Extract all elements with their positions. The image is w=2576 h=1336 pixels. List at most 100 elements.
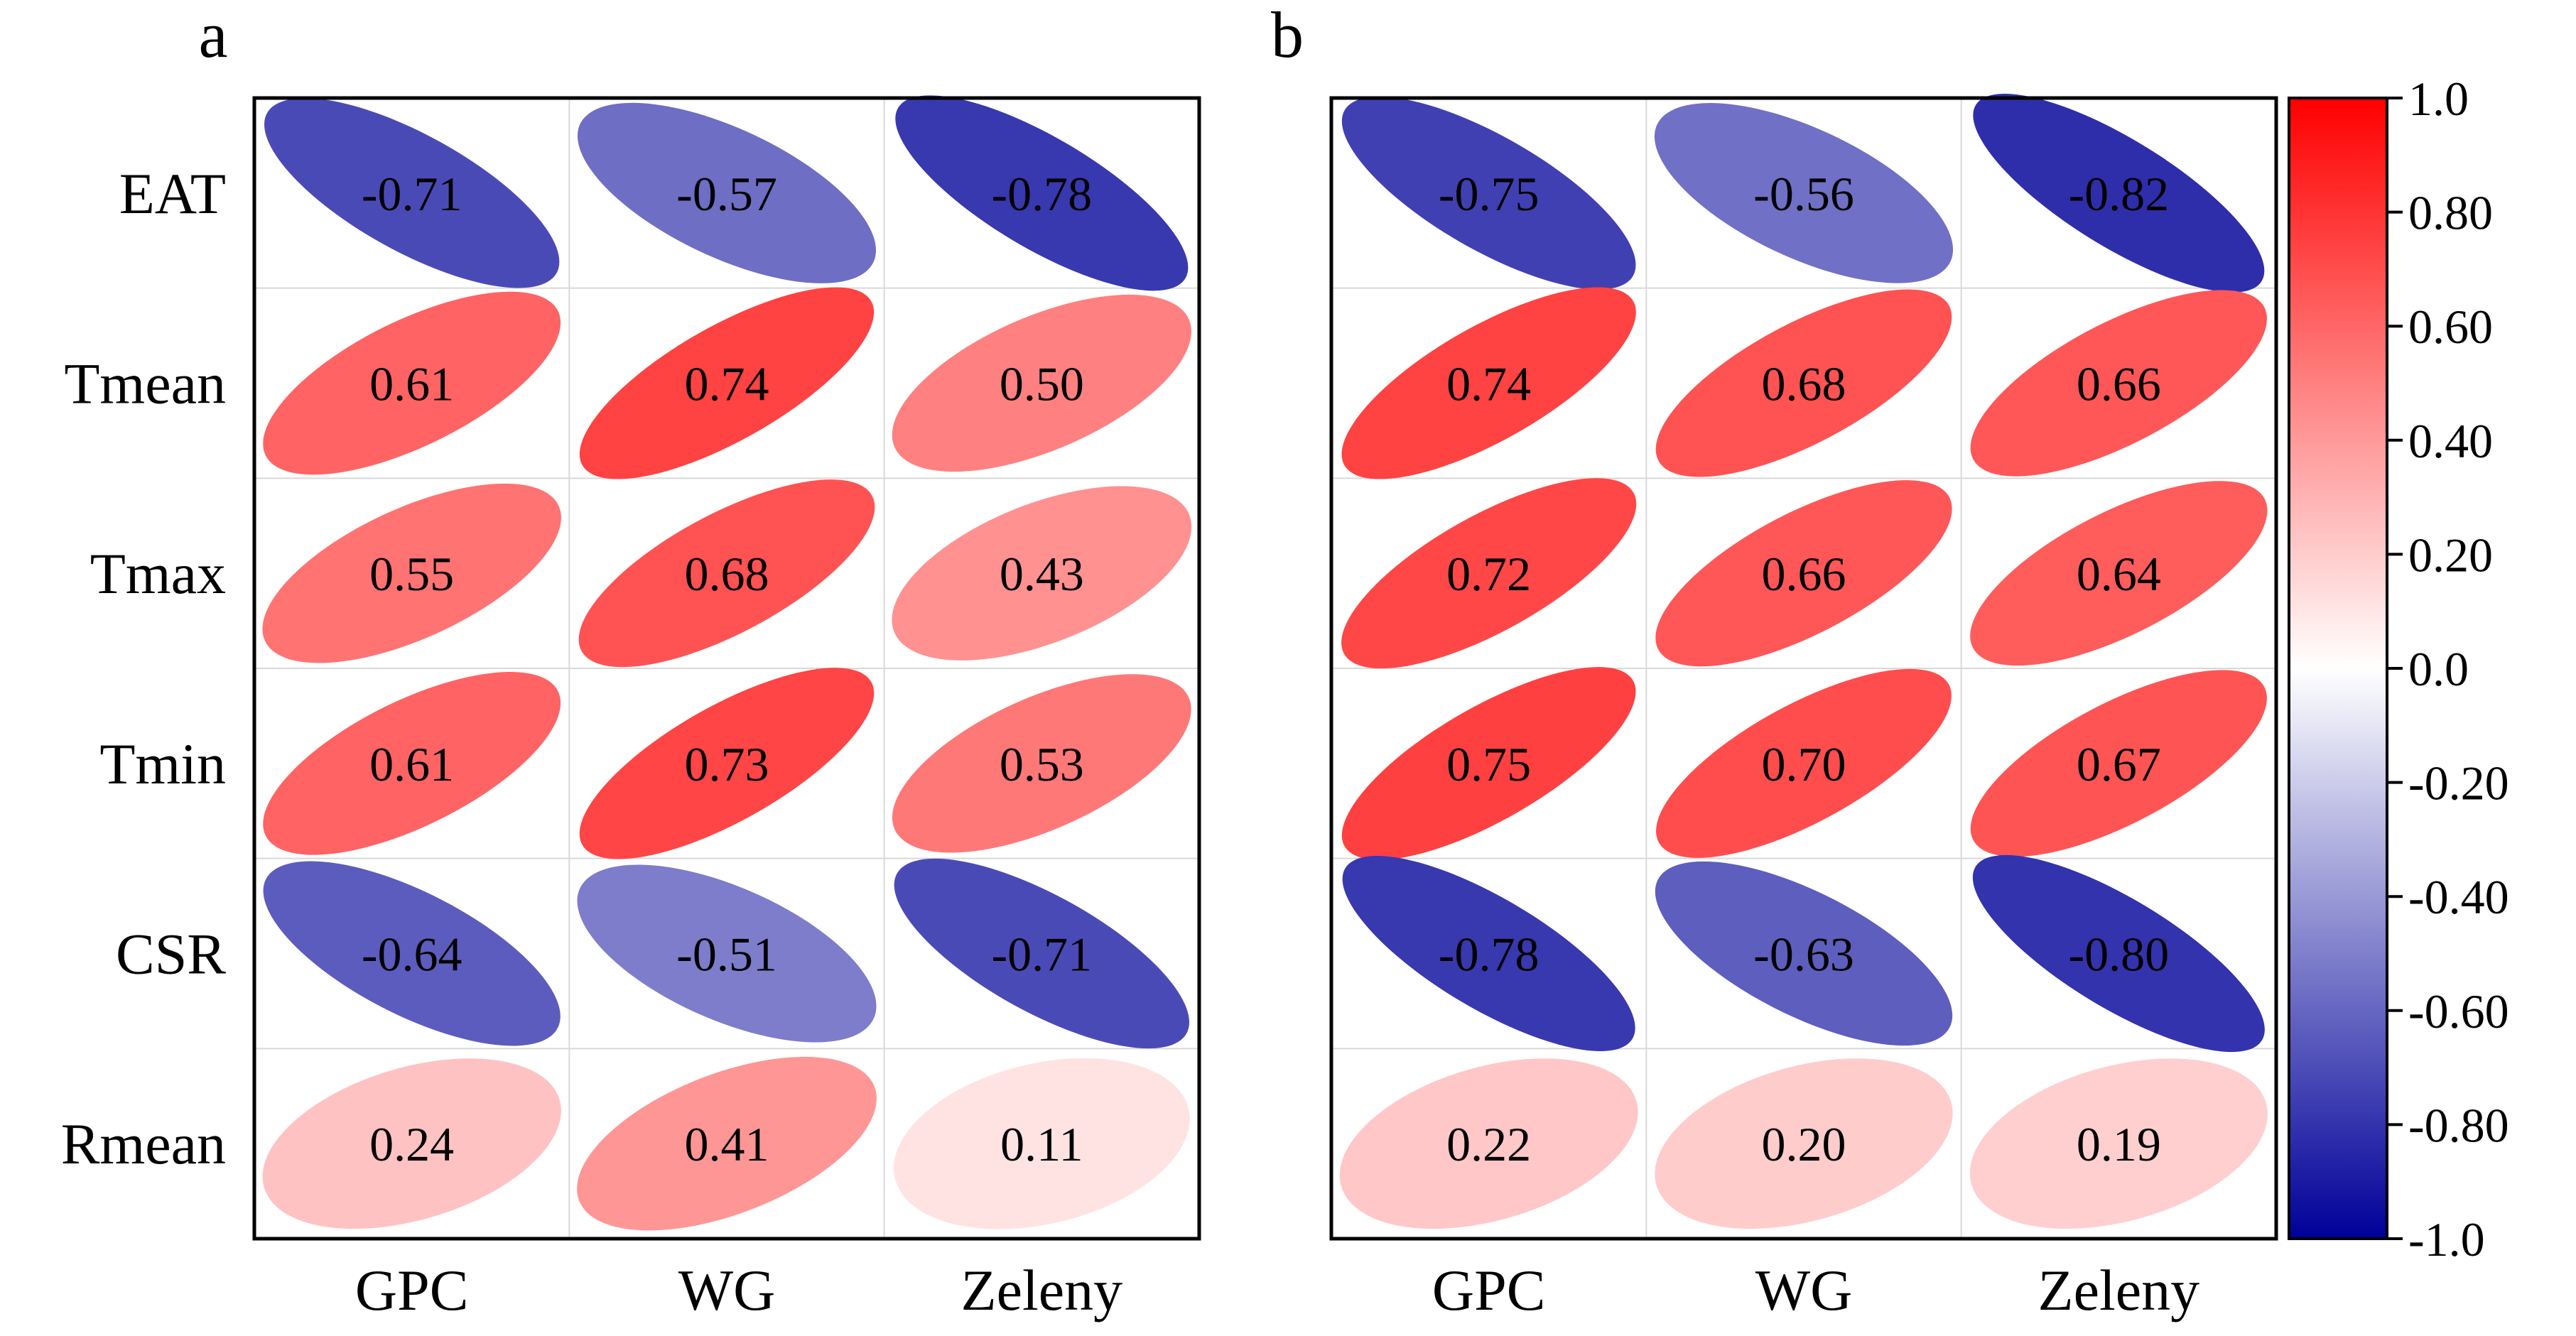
correlation-value-label: 0.55	[369, 547, 454, 601]
colorbar-tick-label: -0.20	[2408, 756, 2509, 810]
correlation-ellipse	[577, 864, 877, 1043]
correlation-ellipse	[1656, 668, 1952, 858]
correlation-ellipse	[262, 483, 561, 663]
correlation-ellipse	[578, 479, 875, 668]
correlation-ellipse	[262, 1058, 561, 1229]
correlation-value-label: 0.66	[2077, 357, 2161, 411]
correlation-value-label: -0.71	[992, 928, 1093, 982]
correlation-ellipse	[894, 858, 1190, 1049]
correlation-ellipse	[579, 668, 875, 859]
colorbar-tick-label: 0.0	[2408, 642, 2469, 696]
colorbar-tick-label: -1.0	[2408, 1212, 2485, 1266]
correlation-ellipse	[1973, 94, 2265, 293]
correlation-ellipse	[1341, 287, 1636, 479]
correlation-ellipse	[892, 674, 1191, 853]
correlation-ellipse	[1970, 290, 2267, 477]
column-label: GPC	[355, 1258, 469, 1323]
correlation-ellipse	[1655, 1058, 1953, 1229]
correlation-value-label: 0.19	[2077, 1117, 2161, 1171]
correlation-value-label: 0.22	[1446, 1117, 1531, 1171]
correlation-value-label: 0.64	[2077, 547, 2161, 601]
row-label: EAT	[119, 161, 226, 226]
correlation-ellipse	[263, 672, 561, 855]
column-label: WG	[678, 1258, 776, 1323]
correlation-ellipse	[1655, 480, 1952, 667]
correlation-ellipse	[894, 1058, 1190, 1229]
correlation-ellipse	[577, 102, 877, 283]
colorbar-tick-label: -0.60	[2408, 984, 2509, 1038]
correlation-ellipse	[577, 1056, 877, 1231]
correlation-value-label: 0.74	[1446, 357, 1531, 411]
correlation-ellipse	[892, 486, 1192, 661]
panel-b-column-labels: GPC WG Zeleny	[1432, 1258, 2199, 1323]
correlation-value-label: 0.66	[1762, 547, 1846, 601]
panel-b-cells: -0.75 -0.56 -0.82 0.74 0.68 0.66 0.72 0.66 0.64 0…	[1329, 94, 2278, 1241]
row-label: Rmean	[61, 1112, 226, 1176]
colorbar-tick-label: 0.40	[2408, 414, 2493, 468]
correlation-value-label: 0.72	[1446, 547, 1531, 601]
correlation-value-label: 0.11	[1000, 1117, 1083, 1171]
correlation-ellipse	[264, 98, 560, 288]
panel-a-cells: -0.71 -0.57 -0.78 0.61 0.74 0.50 0.55 0.68 0.43 0…	[252, 95, 1201, 1241]
correlation-value-label: 0.41	[685, 1117, 769, 1171]
correlation-ellipse	[1970, 481, 2268, 666]
correlation-ellipse	[263, 861, 561, 1046]
correlation-ellipse	[263, 291, 561, 475]
correlation-value-label: -0.82	[2069, 167, 2170, 221]
colorbar-tick-label: -0.40	[2408, 870, 2509, 924]
colorbar-tick-label: 0.80	[2408, 186, 2493, 240]
correlation-value-label: 0.67	[2077, 737, 2161, 791]
row-label: Tmean	[64, 352, 226, 416]
panel-a-column-labels: GPC WG Zeleny	[355, 1258, 1122, 1323]
panel-b: b -0.75 -0.56 -0.82 0.74 0.68 0.66 0.72 0.66 0.6…	[1271, 0, 2278, 1323]
colorbar-tick-label: 0.20	[2408, 528, 2493, 582]
correlation-ellipse	[1341, 97, 1636, 290]
colorbar-tick-label: 0.60	[2408, 300, 2493, 354]
correlation-value-label: -0.78	[1439, 928, 1539, 982]
correlation-value-label: 0.68	[685, 547, 769, 601]
correlation-value-label: -0.75	[1439, 167, 1539, 221]
correlation-ellipse	[1655, 861, 1953, 1046]
correlation-value-label: 0.70	[1762, 737, 1846, 791]
panel-b-label: b	[1271, 0, 1304, 71]
correlation-value-label: -0.57	[676, 167, 777, 221]
correlation-value-label: -0.71	[362, 167, 462, 221]
correlation-ellipse	[892, 294, 1191, 472]
correlation-value-label: 0.61	[369, 737, 454, 791]
correlation-value-label: -0.64	[362, 928, 462, 982]
row-label: CSR	[116, 922, 226, 987]
correlation-value-label: 0.61	[369, 357, 454, 411]
correlation-ellipse	[895, 95, 1189, 291]
correlation-ellipse	[1341, 478, 1637, 669]
column-label: WG	[1755, 1258, 1853, 1323]
correlation-value-label: 0.75	[1446, 737, 1531, 791]
panel-a-row-labels: EAT Tmean Tmax Tmin CSR Rmean	[61, 161, 227, 1176]
correlation-ellipse	[1654, 103, 1954, 283]
correlation-value-label: -0.56	[1753, 167, 1854, 221]
correlation-value-label: -0.80	[2069, 928, 2170, 982]
panel-border	[1329, 96, 2278, 1241]
correlation-ellipse	[1342, 856, 1635, 1051]
correlation-value-label: 0.50	[1000, 357, 1084, 411]
correlation-ellipse	[1970, 670, 2267, 857]
row-label: Tmax	[90, 541, 226, 606]
correlation-value-label: 0.74	[685, 357, 769, 411]
correlation-value-label: -0.63	[1753, 928, 1854, 982]
panel-border	[252, 96, 1201, 1241]
colorbar-ticks: 1.0 0.80 0.60 0.40 0.20 0.0 -0.20 -0.40 -0.60 -0.…	[2387, 72, 2509, 1266]
column-label: GPC	[1432, 1258, 1546, 1323]
correlation-value-label: 0.43	[1000, 547, 1084, 601]
panel-a: a -0.71 -0.57 -0.78 0.61 0.74 0.50 0.55 0.68 0.4…	[61, 0, 1201, 1323]
correlation-value-label: 0.24	[369, 1117, 454, 1171]
correlation-value-label: 0.20	[1762, 1117, 1846, 1171]
colorbar-gradient	[2288, 97, 2388, 1240]
correlation-ellipse	[1341, 667, 1636, 860]
row-label: Tmin	[99, 732, 226, 796]
correlation-ellipse	[1969, 1058, 2268, 1229]
correlation-value-label: -0.78	[992, 167, 1093, 221]
column-label: Zeleny	[960, 1258, 1122, 1323]
colorbar-tick-label: 1.0	[2408, 72, 2469, 126]
colorbar-tick-label: -0.80	[2408, 1098, 2509, 1152]
correlation-value-label: 0.53	[1000, 737, 1084, 791]
